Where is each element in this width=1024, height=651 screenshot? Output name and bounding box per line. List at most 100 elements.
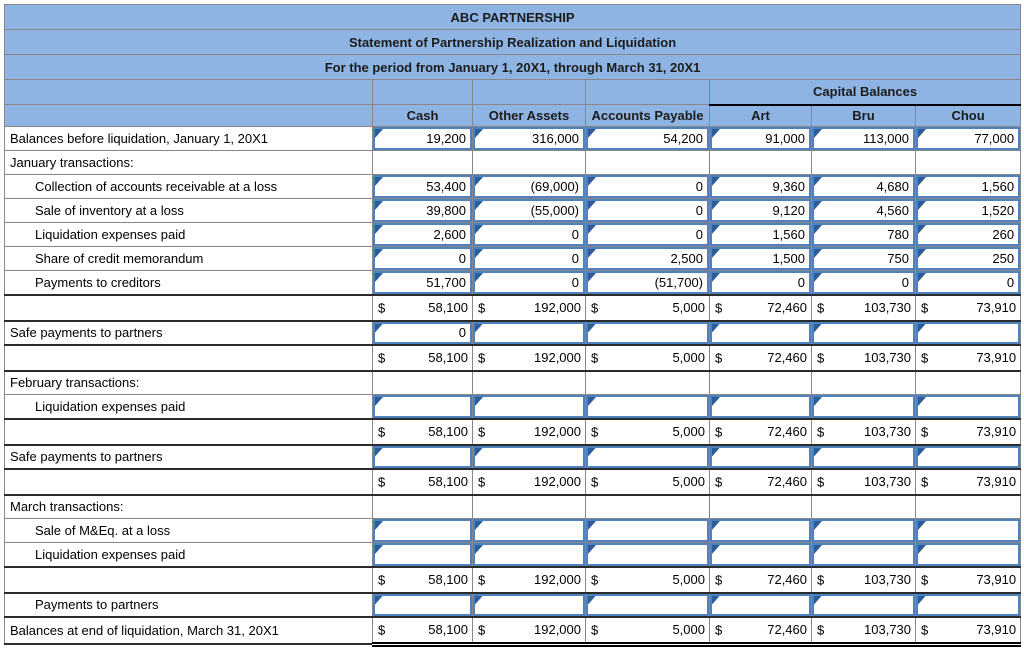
input-cell[interactable] xyxy=(710,445,811,468)
input-cell[interactable] xyxy=(473,445,585,468)
input-cell[interactable] xyxy=(473,395,585,418)
input-cell[interactable]: 316,000 xyxy=(473,127,585,150)
input-cell[interactable] xyxy=(710,321,811,344)
input-cell[interactable] xyxy=(473,593,585,616)
input-cell[interactable]: 0 xyxy=(586,223,709,246)
entered-marker-icon xyxy=(918,595,926,605)
input-cell[interactable]: 1,500 xyxy=(710,247,811,270)
input-cell[interactable]: 1,520 xyxy=(916,199,1020,222)
input-cell[interactable] xyxy=(812,321,915,344)
input-cell[interactable] xyxy=(812,395,915,418)
input-cell[interactable]: 0 xyxy=(812,271,915,294)
input-cell[interactable]: 260 xyxy=(916,223,1020,246)
empty-cell xyxy=(709,370,812,395)
entered-marker-icon xyxy=(918,177,926,186)
value-cell xyxy=(914,592,1022,617)
cell-value: 192,000 xyxy=(534,423,581,439)
input-cell[interactable] xyxy=(916,519,1020,542)
input-cell[interactable]: 0 xyxy=(373,247,472,270)
input-cell[interactable]: 0 xyxy=(473,247,585,270)
input-cell[interactable]: (55,000) xyxy=(473,199,585,222)
input-cell[interactable]: 9,120 xyxy=(710,199,811,222)
input-cell[interactable]: 91,000 xyxy=(710,127,811,150)
value-cell xyxy=(372,518,473,543)
input-cell[interactable] xyxy=(812,593,915,616)
input-cell[interactable] xyxy=(473,519,585,542)
value-cell xyxy=(811,394,916,419)
input-cell[interactable] xyxy=(916,395,1020,418)
input-cell[interactable] xyxy=(586,593,709,616)
input-cell[interactable]: 77,000 xyxy=(916,127,1020,150)
input-cell[interactable] xyxy=(916,321,1020,344)
value-cell xyxy=(709,518,812,543)
input-cell[interactable] xyxy=(916,543,1020,566)
input-cell[interactable]: 0 xyxy=(586,175,709,198)
input-cell[interactable]: 19,200 xyxy=(373,127,472,150)
input-cell[interactable] xyxy=(710,395,811,418)
input-cell[interactable]: 1,560 xyxy=(710,223,811,246)
input-cell[interactable] xyxy=(373,395,472,418)
input-cell[interactable] xyxy=(710,543,811,566)
cell-value: 0 xyxy=(797,274,805,290)
input-cell[interactable]: 0 xyxy=(473,223,585,246)
input-cell[interactable] xyxy=(373,543,472,566)
input-cell[interactable]: (69,000) xyxy=(473,175,585,198)
total-cell: $192,000 xyxy=(472,417,586,446)
input-cell[interactable] xyxy=(812,445,915,468)
input-cell[interactable]: 0 xyxy=(710,271,811,294)
input-cell[interactable]: 54,200 xyxy=(586,127,709,150)
input-cell[interactable] xyxy=(586,445,709,468)
entered-marker-icon xyxy=(712,273,720,282)
input-cell[interactable] xyxy=(812,519,915,542)
input-cell[interactable] xyxy=(373,593,472,616)
input-cell[interactable]: (51,700) xyxy=(586,271,709,294)
input-cell[interactable] xyxy=(373,445,472,468)
entered-marker-icon xyxy=(588,273,596,282)
cell-value: 0 xyxy=(571,251,579,266)
empty-cell xyxy=(811,150,916,175)
input-cell[interactable]: 0 xyxy=(373,321,472,344)
input-cell[interactable]: 4,680 xyxy=(812,175,915,198)
row-label: Sale of inventory at a loss xyxy=(4,198,373,223)
input-cell[interactable] xyxy=(586,519,709,542)
total-cell: $103,730 xyxy=(811,565,916,594)
input-row: Safe payments to partners xyxy=(4,444,1022,469)
input-cell[interactable]: 250 xyxy=(916,247,1020,270)
value-cell: 77,000 xyxy=(914,126,1022,151)
entered-marker-icon xyxy=(375,447,383,457)
capital-balances-row: Capital Balances xyxy=(4,79,1022,106)
input-cell[interactable]: 0 xyxy=(473,271,585,294)
entered-marker-icon xyxy=(375,129,383,138)
input-cell[interactable] xyxy=(473,543,585,566)
input-cell[interactable] xyxy=(373,519,472,542)
entered-marker-icon xyxy=(588,545,596,554)
cell-value: 0 xyxy=(901,274,909,290)
input-cell[interactable]: 4,560 xyxy=(812,199,915,222)
input-cell[interactable]: 9,360 xyxy=(710,175,811,198)
input-cell[interactable]: 2,500 xyxy=(586,247,709,270)
entered-marker-icon xyxy=(475,397,483,406)
input-cell[interactable] xyxy=(812,543,915,566)
input-cell[interactable]: 2,600 xyxy=(373,223,472,246)
column-header-other-assets: Other Assets xyxy=(472,104,586,127)
input-cell[interactable] xyxy=(916,445,1020,468)
input-cell[interactable] xyxy=(473,321,585,344)
input-cell[interactable]: 39,800 xyxy=(373,199,472,222)
input-cell[interactable] xyxy=(586,395,709,418)
input-cell[interactable] xyxy=(586,543,709,566)
value-cell xyxy=(914,444,1022,469)
input-cell[interactable] xyxy=(916,593,1020,616)
input-cell[interactable]: 1,560 xyxy=(916,175,1020,198)
input-cell[interactable]: 0 xyxy=(916,271,1020,294)
input-cell[interactable]: 750 xyxy=(812,247,915,270)
input-cell[interactable]: 53,400 xyxy=(373,175,472,198)
cell-value: 192,000 xyxy=(534,473,581,489)
input-cell[interactable]: 51,700 xyxy=(373,271,472,294)
input-cell[interactable] xyxy=(586,321,709,344)
input-cell[interactable] xyxy=(710,519,811,542)
input-cell[interactable]: 780 xyxy=(812,223,915,246)
input-cell[interactable] xyxy=(710,593,811,616)
entered-marker-icon xyxy=(814,129,822,138)
input-cell[interactable]: 113,000 xyxy=(812,127,915,150)
input-cell[interactable]: 0 xyxy=(586,199,709,222)
